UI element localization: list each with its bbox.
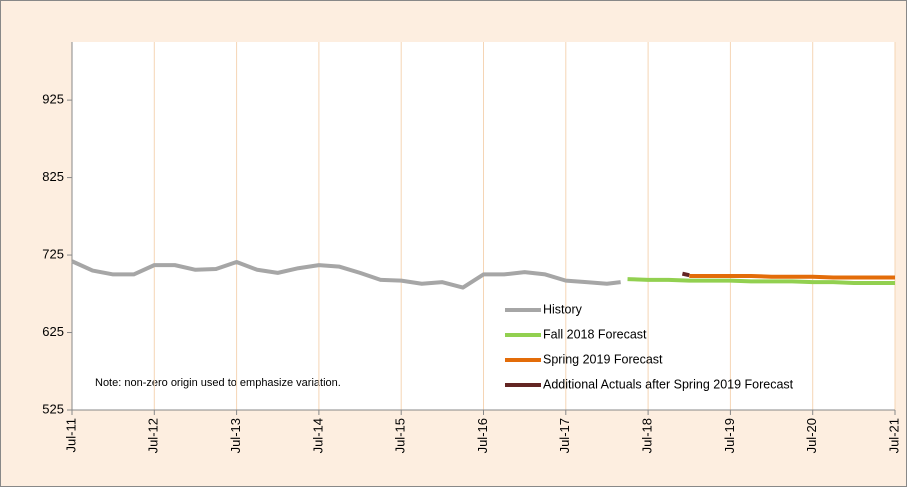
x-tick-label: Jul-14 xyxy=(310,418,325,453)
series-line xyxy=(689,273,895,280)
legend-label: History xyxy=(543,302,583,316)
series-line xyxy=(71,259,621,290)
x-tick-label: Jul-19 xyxy=(722,418,737,453)
y-tick-label: 925 xyxy=(42,92,64,107)
x-tick-label: Jul-11 xyxy=(63,418,78,452)
x-tick-label: Jul-18 xyxy=(640,418,655,453)
x-tick-label: Jul-12 xyxy=(146,418,161,453)
x-tick-label: Jul-16 xyxy=(475,418,490,453)
y-tick-label: 525 xyxy=(42,401,64,416)
legend-label: Fall 2018 Forecast xyxy=(543,327,647,341)
series-line xyxy=(627,277,895,285)
y-tick-label: 825 xyxy=(42,169,64,184)
y-tick-label: 725 xyxy=(42,246,64,261)
y-tick-label: 625 xyxy=(42,324,64,339)
x-tick-label: Jul-21 xyxy=(886,418,901,453)
x-tick-label: Jul-17 xyxy=(557,418,572,453)
series-line xyxy=(681,271,690,278)
x-tick-label: Jul-15 xyxy=(393,418,408,453)
legend-label: Additional Actuals after Spring 2019 For… xyxy=(543,377,794,391)
x-tick-label: Jul-13 xyxy=(228,418,243,453)
annotation: Note: non-zero origin used to emphasize … xyxy=(95,377,341,389)
legend-label: Spring 2019 Forecast xyxy=(543,352,663,366)
x-tick-label: Jul-20 xyxy=(804,418,819,453)
